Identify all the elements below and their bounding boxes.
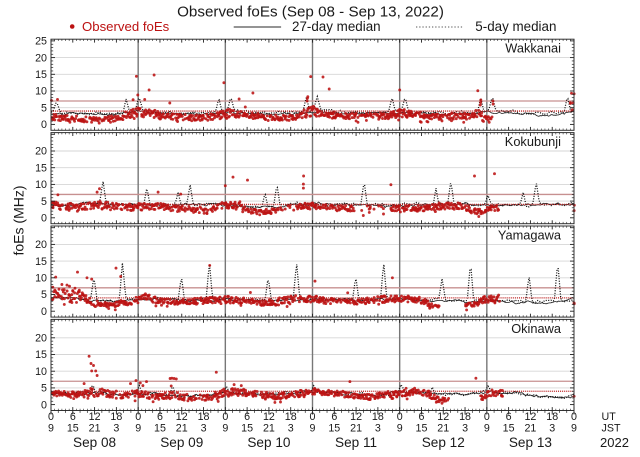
svg-text:3: 3 bbox=[288, 423, 294, 435]
svg-text:10: 10 bbox=[35, 86, 47, 98]
svg-text:9: 9 bbox=[48, 423, 54, 435]
svg-text:Sep 09: Sep 09 bbox=[160, 435, 203, 450]
svg-text:18: 18 bbox=[372, 411, 384, 423]
svg-text:15: 15 bbox=[154, 423, 166, 435]
svg-text:9: 9 bbox=[135, 423, 141, 435]
svg-text:5: 5 bbox=[41, 289, 47, 301]
svg-text:21: 21 bbox=[524, 423, 536, 435]
svg-text:3: 3 bbox=[201, 423, 207, 435]
svg-text:21: 21 bbox=[437, 423, 449, 435]
svg-text:5: 5 bbox=[41, 196, 47, 208]
svg-text:JST: JST bbox=[602, 423, 621, 435]
svg-text:Okinawa: Okinawa bbox=[511, 321, 562, 336]
svg-text:6: 6 bbox=[418, 411, 424, 423]
svg-text:25: 25 bbox=[35, 36, 47, 48]
svg-text:0: 0 bbox=[571, 411, 577, 423]
svg-text:Sep 13: Sep 13 bbox=[509, 435, 552, 450]
svg-text:3: 3 bbox=[113, 423, 119, 435]
svg-text:15: 15 bbox=[241, 423, 253, 435]
svg-text:9: 9 bbox=[222, 423, 228, 435]
svg-text:9: 9 bbox=[571, 423, 577, 435]
svg-text:20: 20 bbox=[35, 239, 47, 251]
svg-text:15: 15 bbox=[35, 256, 47, 268]
svg-text:2022: 2022 bbox=[600, 435, 629, 450]
svg-text:12: 12 bbox=[176, 411, 188, 423]
svg-text:0: 0 bbox=[222, 411, 228, 423]
svg-text:0: 0 bbox=[397, 411, 403, 423]
svg-text:0: 0 bbox=[41, 399, 47, 411]
svg-text:Sep 11: Sep 11 bbox=[335, 435, 377, 450]
svg-text:0: 0 bbox=[41, 306, 47, 318]
svg-text:Observed foEs: Observed foEs bbox=[82, 19, 170, 34]
svg-text:Observed foEs (Sep 08 - Sep 13: Observed foEs (Sep 08 - Sep 13, 2022) bbox=[177, 4, 444, 21]
svg-text:0: 0 bbox=[41, 119, 47, 131]
svg-text:UT: UT bbox=[602, 411, 617, 423]
svg-text:20: 20 bbox=[35, 52, 47, 64]
svg-text:12: 12 bbox=[89, 411, 101, 423]
svg-text:10: 10 bbox=[35, 273, 47, 285]
svg-text:20: 20 bbox=[35, 146, 47, 158]
svg-text:5: 5 bbox=[41, 102, 47, 114]
svg-text:10: 10 bbox=[35, 366, 47, 378]
svg-text:0: 0 bbox=[310, 411, 316, 423]
svg-text:0: 0 bbox=[48, 411, 54, 423]
svg-text:6: 6 bbox=[70, 411, 76, 423]
svg-text:21: 21 bbox=[263, 423, 275, 435]
svg-text:Sep 12: Sep 12 bbox=[422, 435, 465, 450]
svg-text:15: 15 bbox=[328, 423, 340, 435]
svg-text:0: 0 bbox=[135, 411, 141, 423]
svg-text:15: 15 bbox=[503, 423, 515, 435]
svg-text:10: 10 bbox=[35, 179, 47, 191]
svg-text:12: 12 bbox=[437, 411, 449, 423]
svg-text:15: 15 bbox=[67, 423, 79, 435]
svg-text:3: 3 bbox=[549, 423, 555, 435]
svg-text:18: 18 bbox=[110, 411, 122, 423]
svg-text:5-day median: 5-day median bbox=[475, 19, 556, 34]
svg-text:3: 3 bbox=[375, 423, 381, 435]
svg-text:15: 15 bbox=[416, 423, 428, 435]
svg-text:Kokubunji: Kokubunji bbox=[505, 134, 561, 149]
svg-text:21: 21 bbox=[176, 423, 188, 435]
svg-text:15: 15 bbox=[35, 349, 47, 361]
svg-text:6: 6 bbox=[331, 411, 337, 423]
svg-text:0: 0 bbox=[484, 411, 490, 423]
svg-text:12: 12 bbox=[263, 411, 275, 423]
svg-text:9: 9 bbox=[397, 423, 403, 435]
svg-text:Sep 10: Sep 10 bbox=[247, 435, 291, 450]
svg-text:15: 15 bbox=[35, 69, 47, 81]
svg-text:6: 6 bbox=[157, 411, 163, 423]
svg-text:21: 21 bbox=[89, 423, 101, 435]
svg-text:9: 9 bbox=[310, 423, 316, 435]
svg-text:21: 21 bbox=[350, 423, 362, 435]
svg-text:Yamagawa: Yamagawa bbox=[498, 227, 562, 242]
svg-text:5: 5 bbox=[41, 383, 47, 395]
svg-text:20: 20 bbox=[35, 333, 47, 345]
svg-text:9: 9 bbox=[484, 423, 490, 435]
svg-text:Wakkanai: Wakkanai bbox=[505, 41, 561, 56]
svg-text:18: 18 bbox=[546, 411, 558, 423]
svg-text:12: 12 bbox=[524, 411, 536, 423]
svg-text:6: 6 bbox=[506, 411, 512, 423]
svg-text:27-day median: 27-day median bbox=[292, 19, 381, 34]
svg-text:foEs (MHz): foEs (MHz) bbox=[11, 186, 27, 256]
svg-text:0: 0 bbox=[41, 213, 47, 225]
svg-text:12: 12 bbox=[350, 411, 362, 423]
svg-text:18: 18 bbox=[459, 411, 471, 423]
svg-text:Sep 08: Sep 08 bbox=[73, 435, 116, 450]
svg-text:3: 3 bbox=[462, 423, 468, 435]
svg-text:18: 18 bbox=[285, 411, 297, 423]
svg-text:6: 6 bbox=[244, 411, 250, 423]
svg-text:15: 15 bbox=[35, 162, 47, 174]
svg-text:18: 18 bbox=[198, 411, 210, 423]
